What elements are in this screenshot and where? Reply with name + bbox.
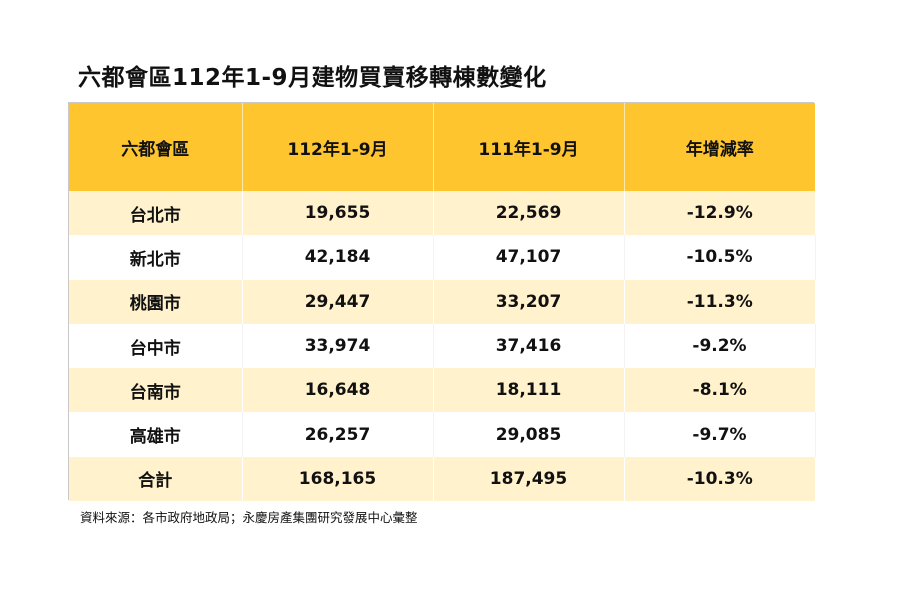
cell-city: 桃園市 [69, 279, 243, 324]
cell-rate: -10.3% [686, 468, 753, 489]
cell-112: 29,447 [242, 279, 434, 324]
cell-111: 22,569 [433, 191, 625, 236]
source-note: 資料來源：各市政府地政局；永慶房產集團研究發展中心彙整 [80, 510, 418, 525]
cell-111: 47,107 [433, 235, 625, 280]
cell-city: 合計 [69, 456, 243, 502]
cell-city: 高雄市 [69, 412, 243, 457]
cell-rate: -9.2% [624, 323, 816, 369]
table-row: 台北市 19,655 22,569 -12.9% [69, 191, 815, 236]
cell-112: 168,165 [242, 456, 434, 502]
header-rate: 年增減率 [685, 139, 754, 160]
cell-rate: -9.7% [624, 412, 816, 457]
cell-112: 16,648 [242, 368, 434, 413]
table-header: 六都會區 112年1-9月 111年1-9月 年增減率 [69, 103, 815, 191]
table-row: 高雄市 26,257 29,085 -9.7% [69, 412, 816, 457]
table-row: 新北市 42,184 47,107 -10.5% [69, 235, 816, 280]
cell-112: 26,257 [242, 412, 434, 457]
cell-112: 42,184 [242, 235, 434, 280]
cell-112: 19,655 [242, 191, 434, 236]
cell-111: 187,495 [433, 456, 625, 502]
header-city: 六都會區 [69, 103, 243, 191]
cell-rate: -8.1% [692, 380, 747, 401]
total-row: 合計 168,165 187,495 -10.3% [69, 456, 815, 502]
transfer-table: 六都會區 112年1-9月 111年1-9月 年增減率 台北市 19,655 2… [68, 102, 816, 502]
table-body: 台北市 19,655 22,569 -12.9% 新北市 42,184 47,1… [69, 191, 816, 502]
table-row: 台南市 16,648 18,111 -8.1% [69, 368, 815, 413]
cell-111: 37,416 [433, 323, 625, 369]
cell-city: 台北市 [69, 191, 243, 236]
data-table: 六都會區 112年1-9月 111年1-9月 年增減率 台北市 19,655 2… [69, 103, 816, 502]
cell-rate: -10.5% [624, 235, 816, 280]
header-112: 112年1-9月 [242, 103, 434, 191]
cell-112: 33,974 [242, 323, 434, 369]
cell-city: 台中市 [69, 323, 243, 369]
table-row: 桃園市 29,447 33,207 -11.3% [69, 279, 815, 324]
cell-111: 29,085 [433, 412, 625, 457]
header-111: 111年1-9月 [433, 103, 625, 191]
cell-rate: -11.3% [686, 291, 753, 312]
cell-city: 新北市 [69, 235, 243, 280]
page-title: 六都會區112年1-9月建物買賣移轉棟數變化 [78, 65, 547, 91]
cell-rate: -12.9% [686, 203, 753, 224]
cell-city: 台南市 [69, 368, 243, 413]
cell-111: 18,111 [433, 368, 625, 413]
header-row: 六都會區 112年1-9月 111年1-9月 年增減率 [69, 103, 815, 191]
table-row: 台中市 33,974 37,416 -9.2% [69, 323, 816, 369]
cell-111: 33,207 [433, 279, 625, 324]
